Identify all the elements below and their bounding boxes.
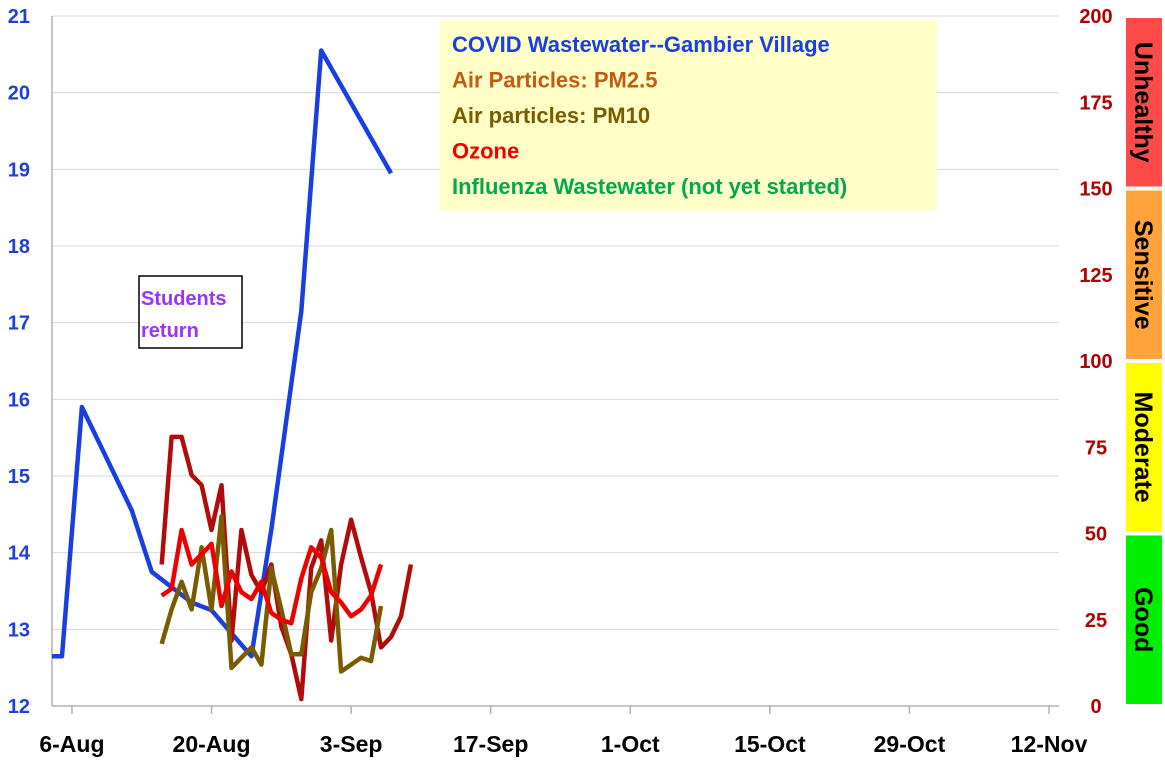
right-axis-tick-label: 150	[1079, 179, 1112, 201]
aqi-band-label: Sensitive	[1129, 220, 1157, 330]
x-axis-tick-label: 15-Oct	[734, 731, 806, 757]
aqi-band-moderate	[1126, 363, 1162, 532]
right-axis-tick-label: 125	[1079, 265, 1112, 287]
series-line	[160, 527, 384, 626]
legend: COVID Wastewater--Gambier Village Air Par…	[440, 20, 937, 211]
aqi-band-label: Moderate	[1129, 392, 1157, 503]
left-axis-tick-label: 17	[8, 313, 30, 335]
aqi-band-sensitive	[1126, 190, 1162, 359]
right-axis-tick-label: 175	[1079, 92, 1112, 114]
left-axis-tick-label: 19	[8, 159, 30, 181]
right-axis-ticks: 0 25 50 75 100 125 150 175 200	[1079, 6, 1112, 718]
right-axis-tick-label: 25	[1085, 610, 1107, 632]
annotation-line-1: Students	[141, 288, 227, 310]
legend-entry: Air particles: PM10	[452, 103, 650, 128]
legend-entry: Influenza Wastewater (not yet started)	[452, 174, 847, 199]
aqi-band-label: Unhealthy	[1129, 42, 1157, 163]
right-axis-tick-label: 100	[1079, 351, 1112, 373]
legend-items: COVID Wastewater--Gambier Village Air Par…	[452, 32, 847, 199]
aqi-band-unhealthy	[1126, 18, 1162, 187]
aqi-band-label: Good	[1129, 587, 1157, 652]
x-axis-tick-label: 17-Sep	[453, 731, 528, 757]
left-axis-tick-label: 12	[8, 696, 30, 718]
left-axis-tick-label: 18	[8, 236, 30, 258]
left-axis-tick-label: 16	[8, 389, 30, 411]
x-axis-ticks: 6-Aug 20-Aug 3-Sep 17-Sep 1-Oct 15-Oct 29-Oct 1…	[39, 706, 1088, 757]
annotation-box	[138, 275, 243, 349]
legend-entry: Air Particles: PM2.5	[452, 68, 657, 93]
legend-entry: Ozone	[452, 139, 519, 164]
left-axis-ticks: 12 13 14 15 16 17 18 19 20 21	[8, 6, 31, 718]
left-axis-tick-label: 20	[8, 83, 30, 105]
series-lines	[52, 48, 414, 702]
right-axis-tick-label: 0	[1090, 696, 1101, 718]
series-line	[52, 48, 393, 659]
right-axis-tick-label: 75	[1085, 437, 1107, 459]
students-return-annotation: Students return	[138, 275, 243, 349]
x-axis-tick-label: 1-Oct	[601, 731, 660, 757]
right-axis-tick-label: 200	[1079, 6, 1112, 28]
left-axis-tick-label: 13	[8, 619, 30, 641]
left-axis-tick-label: 15	[8, 466, 30, 488]
x-axis-tick-label: 6-Aug	[39, 731, 104, 757]
annotation-line-2: return	[141, 320, 199, 342]
aqi-band-strip: Good Moderate Sensitive Unhealthy	[1126, 18, 1162, 704]
legend-entry: COVID Wastewater--Gambier Village	[452, 32, 830, 57]
x-axis-tick-label: 29-Oct	[874, 731, 946, 757]
axes	[51, 16, 1059, 707]
x-axis-tick-label: 20-Aug	[173, 731, 251, 757]
right-axis-tick-label: 50	[1085, 524, 1107, 546]
series-line	[159, 514, 384, 674]
aqi-band-good	[1126, 535, 1162, 704]
x-axis-tick-label: 3-Sep	[320, 731, 383, 757]
x-axis-tick-label: 12-Nov	[1011, 731, 1088, 757]
left-axis-tick-label: 21	[8, 6, 30, 28]
left-axis-tick-label: 14	[8, 543, 31, 565]
legend-box	[440, 20, 937, 211]
